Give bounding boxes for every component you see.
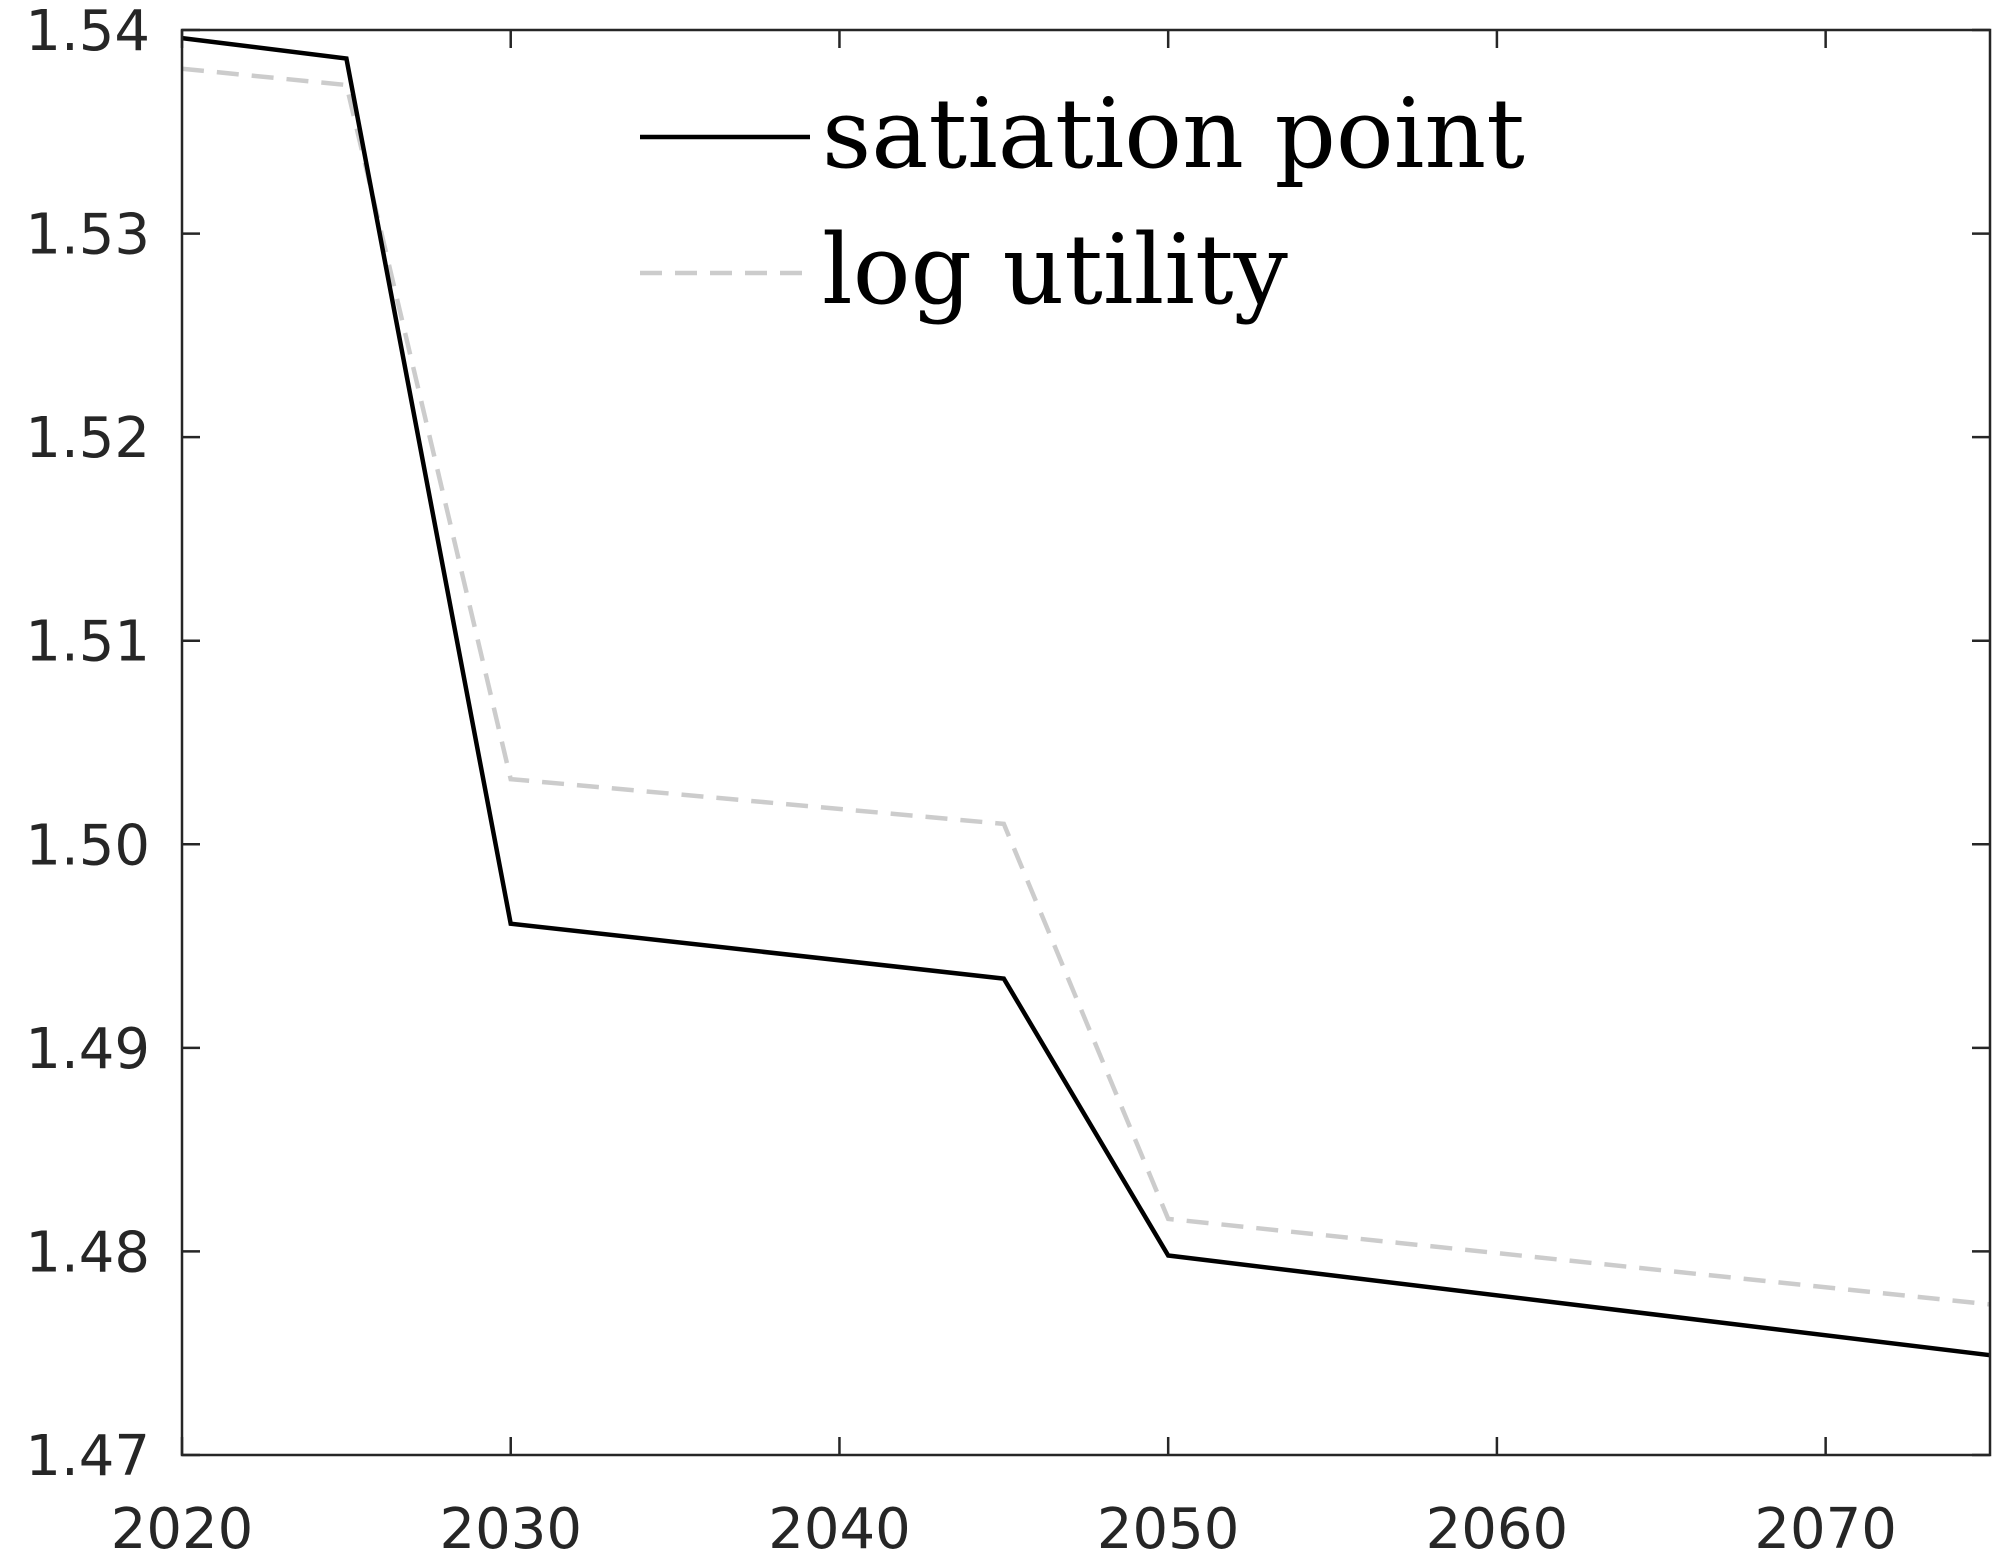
y-tick-label: 1.48 <box>25 1220 150 1285</box>
x-tick-label: 2020 <box>111 1497 254 1553</box>
y-tick-label: 1.47 <box>25 1424 150 1489</box>
series-layer <box>181 35 1991 1358</box>
x-tick-label: 2030 <box>439 1497 582 1553</box>
legend: satiation point log utility <box>640 78 1525 326</box>
y-tick-label: 1.50 <box>25 813 150 878</box>
x-tick-label: 2070 <box>1754 1497 1897 1553</box>
axes-layer: 2020 2030 2040 2050 2060 2070 1.47 1.48 1.49 1.50… <box>25 0 1992 1553</box>
legend-label-satiation-point: satiation point <box>822 78 1525 190</box>
y-tick-label: 1.51 <box>25 610 150 675</box>
series-line-satiation-point <box>181 35 1991 1358</box>
y-tick-label: 1.54 <box>25 0 150 64</box>
axes-box <box>180 28 1992 1457</box>
series-line-log-utility <box>181 66 1991 1307</box>
plot-area <box>182 30 1990 1455</box>
x-tick-label: 2050 <box>1097 1497 1240 1553</box>
y-tick-label: 1.53 <box>25 203 150 268</box>
x-tick-label: 2060 <box>1426 1497 1569 1553</box>
y-tick-label: 1.52 <box>25 406 150 471</box>
y-tick-label: 1.49 <box>25 1017 150 1082</box>
x-tick-label: 2040 <box>768 1497 911 1553</box>
legend-label-log-utility: log utility <box>822 214 1288 326</box>
